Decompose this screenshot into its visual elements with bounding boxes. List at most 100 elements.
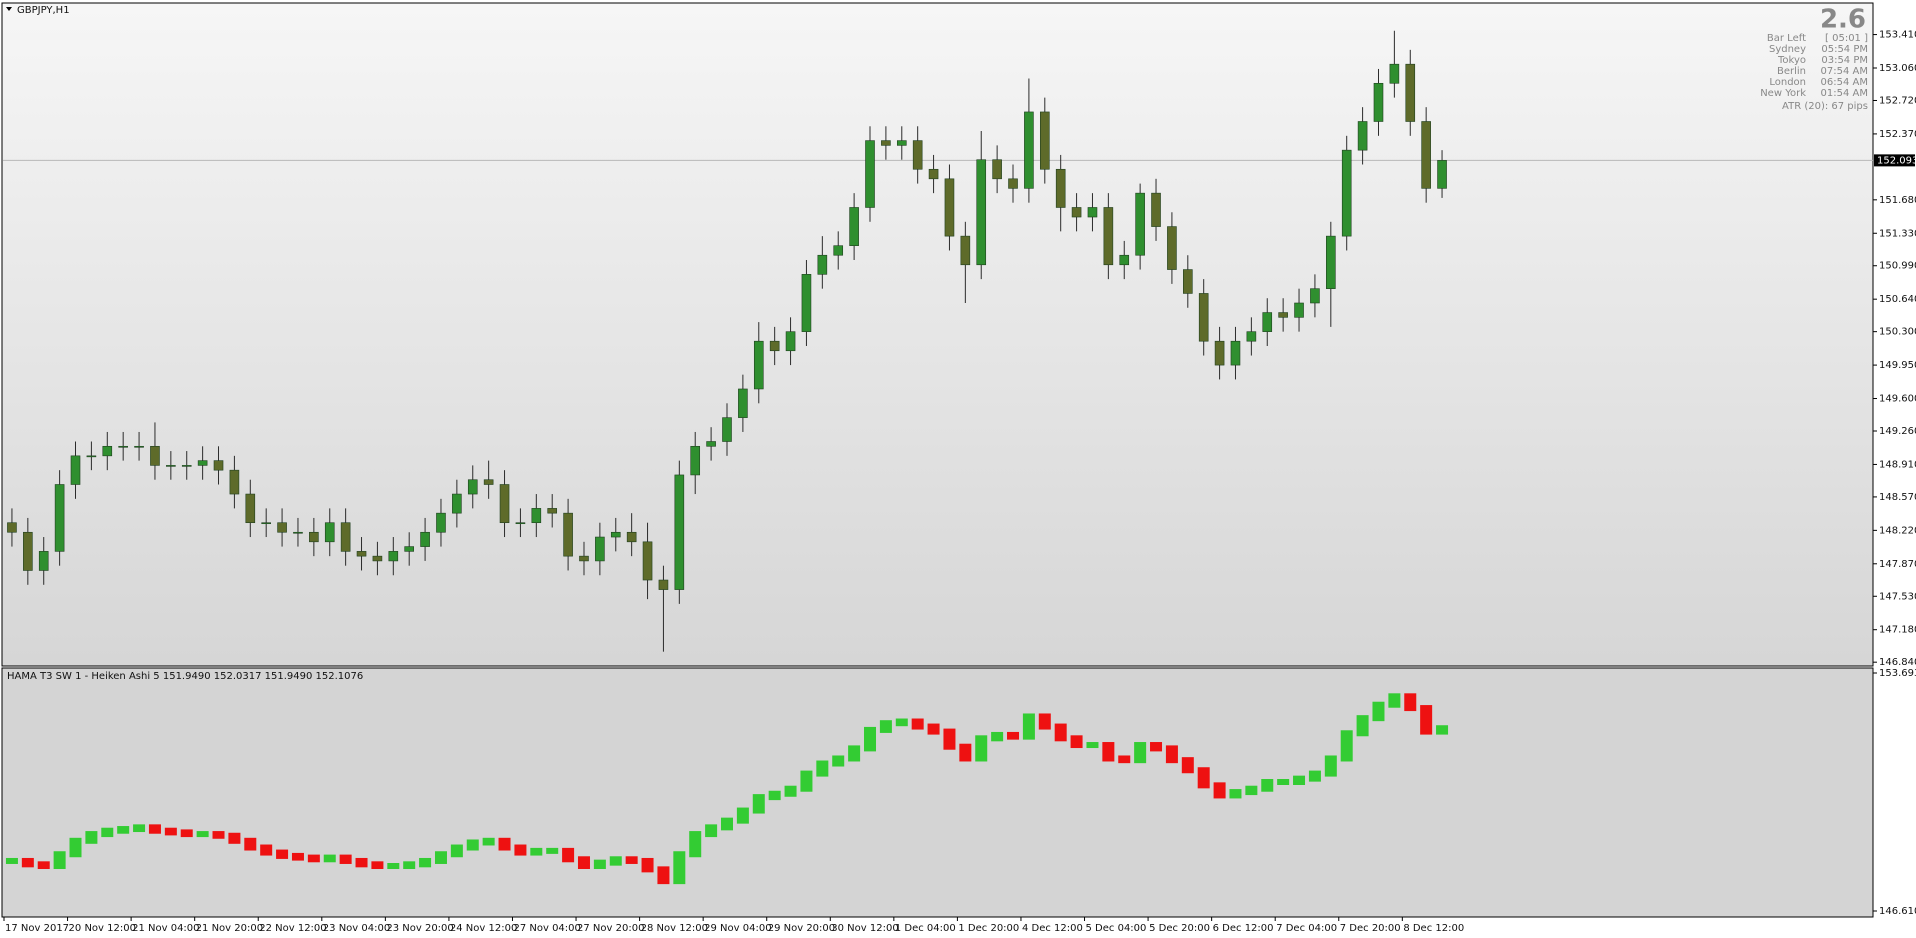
- x-tick-label: 7 Dec 04:00: [1276, 923, 1337, 934]
- candle-body: [70, 455, 81, 485]
- info-label: Berlin: [1777, 66, 1806, 77]
- ha-bar: [339, 854, 352, 864]
- ha-bar: [498, 837, 511, 851]
- ha-bar: [720, 817, 733, 831]
- y-tick-label: 153.410: [1879, 30, 1916, 41]
- candle-body: [1071, 207, 1082, 218]
- candle-body: [610, 531, 621, 538]
- ha-bar: [228, 832, 241, 844]
- ha-bar: [1150, 742, 1163, 752]
- candle-body: [166, 465, 176, 467]
- ha-bar: [530, 847, 543, 856]
- candle-body: [1421, 121, 1431, 189]
- candle-body: [992, 159, 1002, 180]
- ha-bar: [1022, 713, 1035, 740]
- candle-body: [928, 168, 939, 180]
- candle-body: [38, 551, 49, 571]
- candle-body: [833, 245, 844, 256]
- y-tick-label: 148.910: [1879, 459, 1916, 470]
- candle-body: [1373, 82, 1384, 122]
- x-tick-label: 5 Dec 20:00: [1149, 923, 1210, 934]
- candle-body: [1294, 302, 1304, 318]
- ha-bar: [736, 807, 749, 824]
- ha-bar: [991, 731, 1004, 742]
- info-value: 03:54 PM: [1821, 55, 1868, 66]
- candle-body: [912, 140, 923, 170]
- y-tick-label: 151.330: [1879, 228, 1916, 239]
- x-tick-label: 21 Nov 20:00: [196, 923, 263, 934]
- ha-bar: [1181, 757, 1194, 774]
- ha-bar: [784, 785, 797, 797]
- ha-bar: [101, 827, 114, 838]
- ha-bar: [943, 728, 956, 750]
- candle-body: [1039, 111, 1050, 170]
- y-tick-label: 149.600: [1879, 394, 1916, 405]
- ha-bar: [434, 851, 447, 864]
- candle-body: [849, 207, 859, 246]
- info-label: New York: [1760, 88, 1806, 99]
- ha-bar: [69, 837, 82, 858]
- y-tick-label: 149.260: [1879, 426, 1916, 437]
- ha-bar: [1007, 731, 1020, 740]
- y-tick-label: 147.870: [1879, 559, 1916, 570]
- ha-bar: [5, 857, 18, 864]
- candle-body: [785, 331, 796, 352]
- x-tick-label: 20 Nov 12:00: [69, 923, 136, 934]
- ha-bar: [911, 718, 924, 730]
- ha-bar: [419, 857, 432, 868]
- candle-body: [1183, 269, 1193, 294]
- ha-bar: [1261, 778, 1274, 792]
- menu-arrow[interactable]: [6, 7, 12, 11]
- candle-body: [388, 551, 399, 562]
- candle-body: [1310, 288, 1320, 304]
- candle-body: [1103, 207, 1114, 266]
- x-tick-label: 4 Dec 12:00: [1022, 923, 1083, 934]
- ha-bar: [164, 827, 177, 836]
- candle-body: [738, 388, 748, 418]
- candle-body: [118, 445, 128, 448]
- ha-bar: [212, 831, 225, 839]
- candle-body: [245, 493, 256, 524]
- ha-bar: [673, 851, 686, 885]
- ha-bar: [1102, 742, 1115, 762]
- ha-bar: [832, 755, 845, 767]
- ha-bar: [1356, 715, 1369, 737]
- candle-body: [642, 541, 653, 581]
- ha-bar: [387, 863, 400, 870]
- ha-bar: [752, 794, 765, 814]
- ha-bar: [37, 861, 50, 870]
- ha-bar: [450, 844, 463, 858]
- ha-bar: [1245, 785, 1258, 796]
- ha-bar: [1293, 775, 1306, 785]
- ha-bar: [1197, 767, 1210, 789]
- candle-body: [1214, 340, 1225, 366]
- candle-body: [436, 512, 446, 533]
- candle-body: [753, 340, 764, 390]
- candle-body: [197, 460, 208, 466]
- candle-body: [626, 531, 637, 543]
- ha-bar: [816, 760, 829, 777]
- y-tick-label: 146.6109: [1879, 906, 1916, 917]
- candle-body: [769, 340, 780, 352]
- ha-bar: [244, 837, 257, 851]
- ha-bar: [562, 847, 575, 863]
- info-label: Tokyo: [1777, 55, 1806, 66]
- ha-bar: [1388, 693, 1401, 708]
- info-value: 07:54 AM: [1821, 66, 1868, 77]
- candle-body: [467, 479, 478, 495]
- atr: ATR (20): 67 pips: [1782, 101, 1868, 112]
- candle-body: [865, 140, 875, 208]
- candle-body: [1326, 235, 1336, 289]
- ha-bar: [657, 866, 670, 885]
- candle-body: [896, 140, 907, 146]
- x-tick-label: 23 Nov 04:00: [323, 923, 390, 934]
- candle-body: [293, 531, 303, 534]
- ha-bar: [546, 847, 559, 854]
- candle-body: [579, 555, 589, 562]
- candle-body: [722, 417, 732, 442]
- candle-body: [1230, 340, 1241, 366]
- y-tick-label: 148.220: [1879, 525, 1916, 536]
- candle-body: [7, 522, 17, 533]
- candle-body: [1167, 226, 1177, 270]
- candle-body: [1135, 192, 1145, 256]
